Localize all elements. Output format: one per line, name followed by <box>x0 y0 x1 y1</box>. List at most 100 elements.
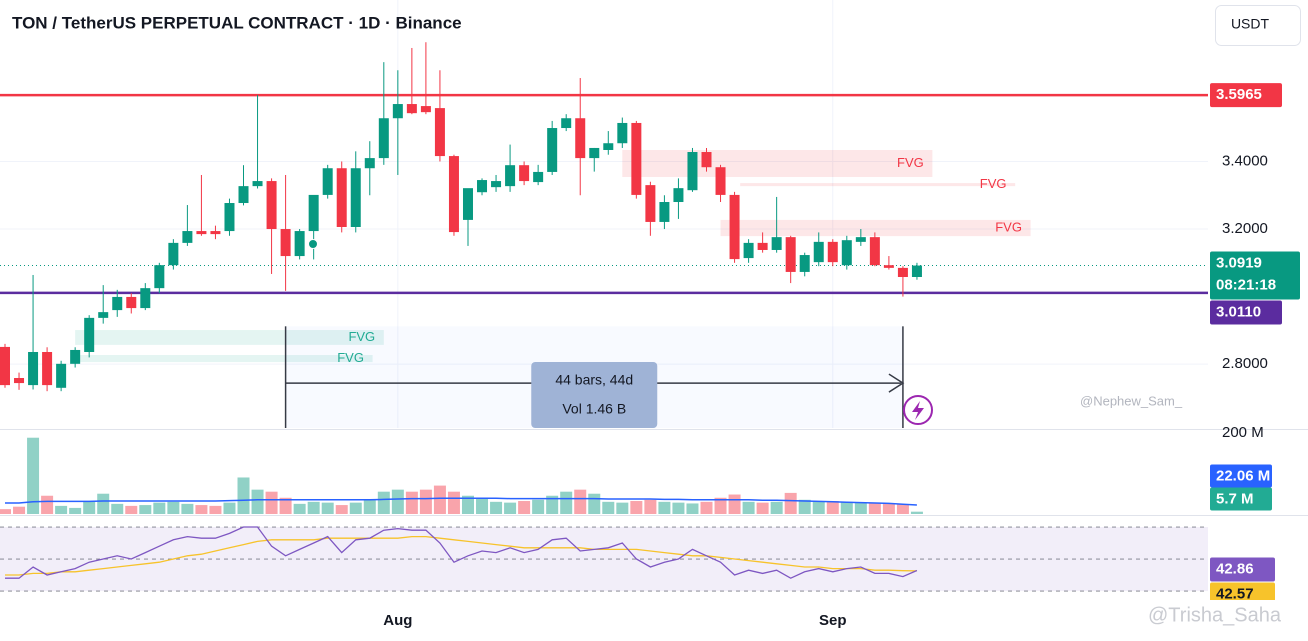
volume-bar <box>307 501 320 514</box>
volume-bar <box>125 505 138 514</box>
volume-bar <box>616 502 629 514</box>
volume-bar <box>882 503 895 514</box>
volume-ma-label-box <box>1210 464 1272 488</box>
currency-button[interactable] <box>1215 5 1301 46</box>
price-line-label-box <box>1210 300 1282 325</box>
volume-bar <box>335 505 348 514</box>
volume-bar <box>419 489 432 514</box>
candle-body <box>238 186 249 204</box>
overlay: TON / TetherUS PERPETUAL CONTRACT · 1D ·… <box>0 5 1308 629</box>
measure-arrowhead <box>888 373 905 393</box>
fvg-label: FVG <box>348 329 375 344</box>
candle-body <box>0 346 10 386</box>
candle-body <box>897 267 908 278</box>
volume-bar <box>910 511 923 514</box>
fvg-label: FVG <box>995 219 1022 234</box>
volume-bar <box>504 502 517 514</box>
volume-bar <box>532 499 545 514</box>
volume-bar <box>518 501 531 514</box>
volume-bar <box>461 495 474 514</box>
volume-bar <box>588 493 601 514</box>
candle-body <box>210 231 221 235</box>
volume-bar <box>167 501 180 514</box>
volume-bar <box>139 505 152 514</box>
candle-body <box>841 240 852 266</box>
volume-bar <box>349 502 362 514</box>
volume-bar <box>490 501 503 514</box>
volume-pane <box>0 437 923 514</box>
candle-body <box>743 242 754 259</box>
candle-body <box>84 317 95 352</box>
volume-bar <box>279 497 292 514</box>
y-tick-label: 3.2000 <box>1222 220 1268 237</box>
candle-body <box>140 288 151 309</box>
rsi-ma-line <box>5 535 917 576</box>
rsi-label: 42.86 <box>1216 560 1254 577</box>
volume-bar <box>714 497 727 514</box>
volume-bar <box>321 502 334 514</box>
candle-body <box>350 168 361 228</box>
candle-body <box>252 181 263 187</box>
candle-body <box>617 122 628 144</box>
fvg-zone <box>75 330 384 345</box>
last-price-label: 3.0919 <box>1216 255 1262 272</box>
volume-bar <box>153 502 166 514</box>
volume-bar <box>560 491 573 514</box>
candle-body <box>462 188 473 220</box>
volume-bar <box>447 491 460 514</box>
rsi-labels: 42.86 42.57 <box>1210 557 1275 600</box>
fvg-label: FVG <box>897 155 924 170</box>
volume-bar <box>237 477 250 514</box>
volume-bar <box>69 507 82 514</box>
candle-body <box>659 202 670 222</box>
candle-body <box>126 296 137 309</box>
volume-bar <box>742 501 755 514</box>
candle-body <box>28 351 39 386</box>
candle-body <box>406 104 417 114</box>
candle-body <box>14 378 25 384</box>
candle-body <box>98 312 109 318</box>
volume-bar <box>812 501 825 514</box>
x-tick-label: Sep <box>819 612 847 629</box>
volume-bar <box>265 491 278 514</box>
measure-label: 44 bars, 44d <box>555 372 633 388</box>
candle-body <box>392 104 403 119</box>
last-price-label-box <box>1210 251 1300 300</box>
volume-bar <box>672 502 685 514</box>
candle-body <box>364 158 375 169</box>
currency-label[interactable]: USDT <box>1231 16 1270 32</box>
candle-body <box>224 203 235 232</box>
volume-ma-line <box>5 497 917 506</box>
watermark: @Nephew_Sam_ <box>1080 393 1183 408</box>
candle-body <box>855 237 866 242</box>
volume-bar <box>405 491 418 514</box>
candle-body <box>547 128 558 172</box>
candle-body <box>645 185 656 222</box>
candle-body <box>673 188 684 203</box>
candle-body <box>687 152 698 191</box>
volume-bar <box>181 503 194 514</box>
candle-body <box>491 181 502 188</box>
candle-body <box>729 194 740 260</box>
candle-body <box>771 237 782 250</box>
candle-body <box>785 237 796 272</box>
rsi-ma-label-box <box>1210 582 1275 600</box>
volume-bar <box>700 501 713 514</box>
candle-body <box>631 122 642 195</box>
candle-body <box>701 152 712 168</box>
candle-body <box>336 168 347 228</box>
y-tick-label: 3.4000 <box>1222 152 1268 169</box>
volume-bar <box>868 503 881 514</box>
volume-bar <box>630 501 643 514</box>
volume-bar <box>854 502 867 514</box>
fvg-zone <box>75 355 373 363</box>
volume-bar <box>602 501 615 514</box>
volume-bar <box>391 489 404 514</box>
volume-ma-label: 22.06 M <box>1216 467 1270 484</box>
candle-body <box>168 242 179 266</box>
candle-body <box>182 231 193 243</box>
price-line-label: 3.0110 <box>1216 304 1261 321</box>
candle-body <box>420 106 431 113</box>
candle-body <box>266 181 277 230</box>
